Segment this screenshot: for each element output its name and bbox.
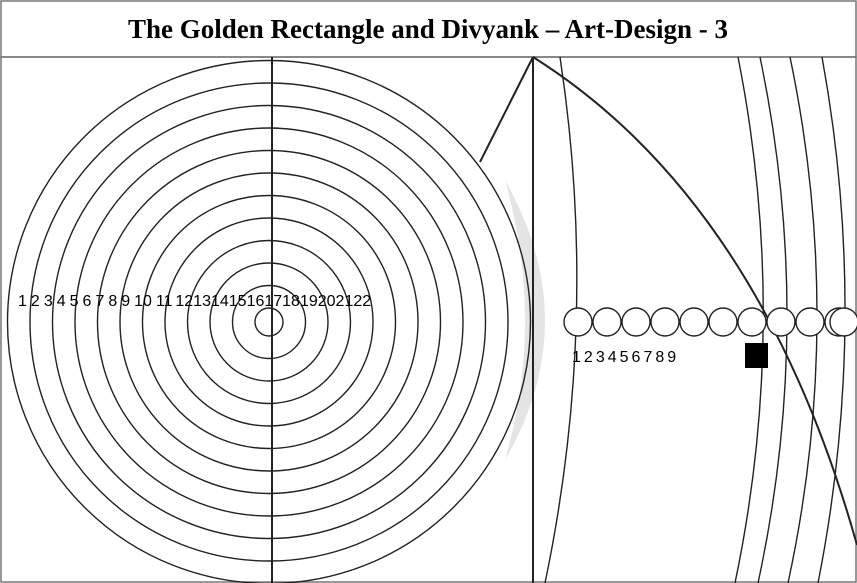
shadow-crescent [505, 180, 545, 460]
label: 7 [643, 349, 652, 366]
bead [679, 307, 709, 337]
label: 9 [121, 293, 130, 310]
title: The Golden Rectangle and Divyank – Art-D… [128, 14, 728, 44]
ring [6, 59, 532, 583]
left-labels: 1 2 3 4 5 6 7 8 9 10 11 1213141516171819202122 [18, 293, 371, 310]
bead [795, 307, 825, 337]
bead [829, 307, 857, 337]
label: 18 [282, 293, 300, 310]
label: 15 [229, 293, 247, 310]
bead [592, 307, 622, 337]
label: 11 [156, 293, 173, 310]
label: 13 [193, 293, 211, 310]
title-bar [0, 0, 857, 58]
ring [74, 127, 464, 517]
ring [141, 194, 397, 450]
black-square [745, 343, 768, 368]
label: 16 [247, 293, 265, 310]
diagonal-line [479, 56, 534, 163]
label: 22 [353, 293, 371, 310]
label: 9 [667, 349, 676, 366]
ring [119, 172, 419, 472]
label: 12 [175, 293, 193, 310]
concentric-circles [6, 59, 532, 583]
label: 14 [211, 293, 229, 310]
big-arc [532, 56, 857, 546]
bead [737, 307, 767, 337]
ring [96, 149, 442, 495]
label: 8 [655, 349, 664, 366]
label: 10 [134, 293, 152, 310]
bead [708, 307, 738, 337]
label: 5 [70, 293, 79, 310]
label: 6 [83, 293, 92, 310]
bead [621, 307, 651, 337]
ring [29, 82, 509, 562]
label: 4 [57, 293, 66, 310]
bead [563, 307, 593, 337]
label: 19 [300, 293, 318, 310]
label: 7 [95, 293, 104, 310]
label: 5 [620, 349, 629, 366]
ring [51, 104, 487, 540]
ring [254, 307, 284, 337]
label: 21 [336, 293, 354, 310]
ring [186, 239, 352, 405]
label: 1 [572, 349, 581, 366]
label: 17 [264, 293, 282, 310]
label: 6 [632, 349, 641, 366]
label: 3 [596, 349, 605, 366]
label: 20 [318, 293, 336, 310]
ring [231, 284, 307, 360]
bead [650, 307, 680, 337]
label: 3 [44, 293, 53, 310]
ring [209, 262, 329, 382]
ring [164, 217, 374, 427]
label: 2 [584, 349, 593, 366]
label: 8 [108, 293, 117, 310]
circle-row [563, 307, 857, 337]
label: 1 [18, 293, 27, 310]
label: 2 [31, 293, 40, 310]
label: 4 [608, 349, 617, 366]
bead [766, 307, 796, 337]
